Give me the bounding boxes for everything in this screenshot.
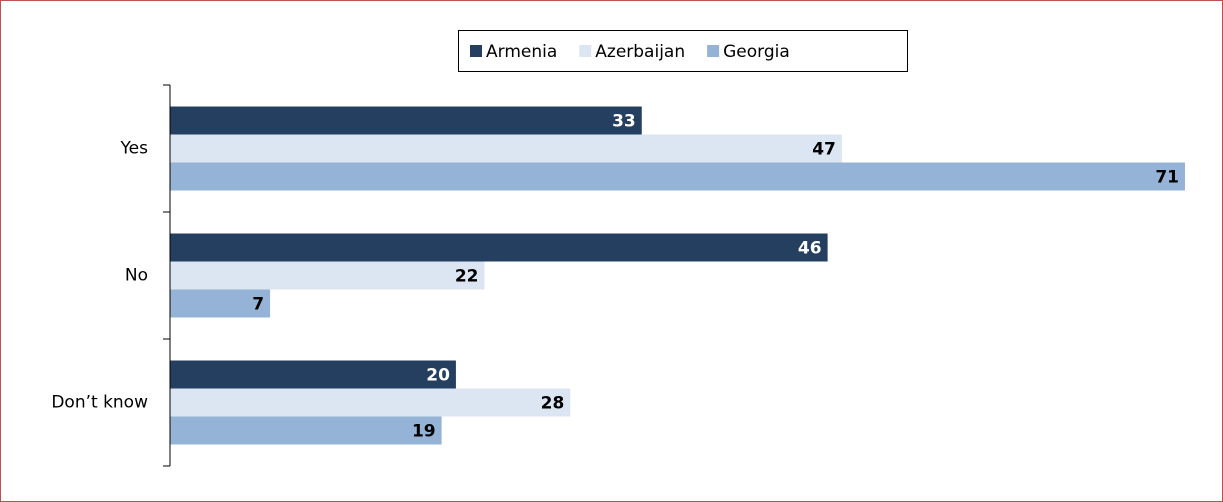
value-label: 7 bbox=[252, 295, 264, 315]
bar bbox=[170, 233, 828, 262]
value-label: 47 bbox=[812, 140, 836, 160]
value-label: 46 bbox=[798, 239, 822, 259]
legend-label: Armenia bbox=[486, 42, 557, 62]
bar bbox=[170, 162, 1185, 191]
bar bbox=[170, 134, 842, 163]
legend-label: Georgia bbox=[723, 42, 790, 62]
value-label: 33 bbox=[612, 112, 636, 132]
legend-label: Azerbaijan bbox=[595, 42, 685, 62]
legend-swatch bbox=[579, 45, 592, 57]
legend-swatch bbox=[707, 45, 720, 57]
bar bbox=[170, 360, 456, 389]
value-label: 22 bbox=[455, 267, 479, 287]
y-tick-label: Yes bbox=[120, 139, 149, 159]
bar bbox=[170, 106, 642, 135]
bar bbox=[170, 388, 571, 417]
legend-swatch bbox=[470, 45, 482, 57]
value-label: 28 bbox=[541, 394, 565, 414]
bar bbox=[170, 289, 271, 318]
value-label: 19 bbox=[412, 422, 436, 442]
bar bbox=[170, 261, 485, 290]
value-label: 20 bbox=[426, 366, 450, 386]
y-tick-label: No bbox=[125, 266, 148, 286]
value-label: 71 bbox=[1155, 168, 1179, 188]
legend-box bbox=[458, 30, 908, 72]
bar bbox=[170, 416, 442, 445]
y-tick-label: Don’t know bbox=[51, 393, 148, 413]
